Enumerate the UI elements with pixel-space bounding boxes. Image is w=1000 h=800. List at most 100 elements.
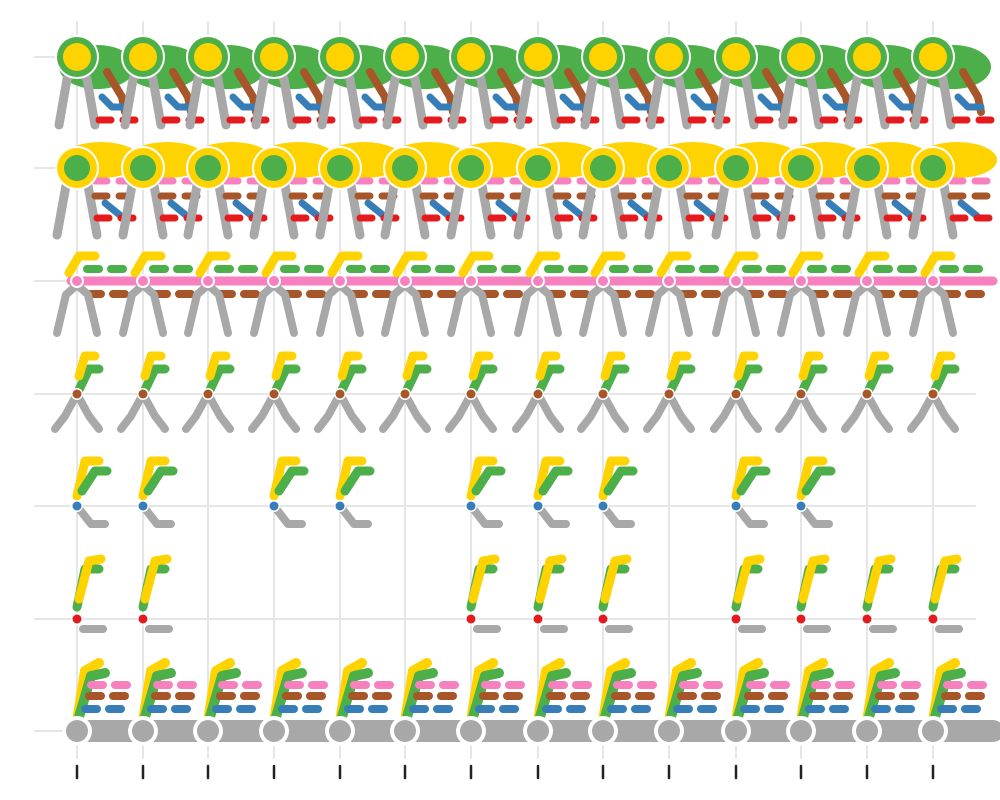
glyph-arm [269, 456, 301, 501]
glyph-leg [665, 281, 693, 337]
glyph-branch [627, 199, 651, 220]
glyph-arm [77, 466, 112, 496]
glyph-leg [270, 390, 300, 433]
glyph-leg [379, 390, 409, 433]
node-point [788, 155, 814, 181]
glyph-leg [599, 390, 629, 433]
glyph-arm [143, 466, 178, 496]
glyph-leg [645, 281, 673, 337]
node-point [722, 43, 750, 71]
glyph-branch [361, 93, 392, 111]
node-point [197, 720, 219, 742]
glyph-leg [336, 502, 372, 528]
node-point [72, 614, 82, 624]
glyph-arm [402, 351, 428, 381]
glyph-leg [119, 281, 147, 337]
glyph-leg [139, 390, 169, 433]
glyph-arm [656, 251, 692, 278]
node-point [928, 276, 938, 286]
glyph-leg [797, 390, 827, 433]
node-point [72, 389, 82, 399]
node-point [327, 155, 353, 181]
glyph-arm [271, 351, 297, 381]
glyph-leg [182, 390, 212, 433]
node-point [524, 43, 552, 71]
node-point [598, 614, 608, 624]
glyph-branch [98, 93, 129, 111]
node-point [66, 720, 88, 742]
node-point [400, 276, 410, 286]
glyph-branch [825, 199, 849, 220]
glyph-branch [298, 199, 322, 220]
node-point [269, 389, 279, 399]
node-point [598, 389, 608, 399]
glyph-arm [468, 554, 500, 604]
glyph-leg [534, 281, 562, 337]
glyph-arm [72, 364, 104, 399]
glyph-branch [760, 199, 784, 220]
node-point [132, 720, 154, 742]
node-point [592, 720, 614, 742]
glyph-leg [248, 390, 278, 433]
node-point [260, 43, 288, 71]
node-point [391, 43, 419, 71]
glyph-arm [471, 466, 506, 496]
node-point [335, 389, 345, 399]
glyph-leg [73, 281, 101, 337]
glyph-branch [822, 93, 853, 111]
glyph-arm [74, 554, 106, 604]
node-point [525, 155, 551, 181]
node-point [796, 389, 806, 399]
glyph-arm [864, 554, 896, 604]
node-point [138, 501, 148, 511]
glyph-leg [514, 281, 542, 337]
glyph-branch [101, 199, 125, 220]
node-point [130, 155, 156, 181]
glyph-arm [733, 351, 759, 381]
node-point [527, 720, 549, 742]
glyph-arm [736, 466, 771, 496]
node-point [458, 155, 484, 181]
glyph-leg [512, 390, 542, 433]
node-point [598, 501, 608, 511]
glyph-leg [139, 502, 175, 528]
glyph-leg [599, 281, 627, 337]
glyph-arm [335, 364, 367, 399]
glyph-arm [731, 456, 763, 501]
glyph-arm [930, 668, 966, 722]
glyph-arm [598, 364, 630, 399]
glyph-arm [74, 668, 110, 722]
glyph-arm [731, 364, 763, 399]
node-point [862, 276, 872, 286]
glyph-arm [74, 351, 100, 381]
glyph-branch [167, 199, 191, 220]
glyph-branch [757, 93, 788, 111]
glyph-arm [788, 251, 824, 278]
node-point [466, 389, 476, 399]
glyph-leg [467, 281, 495, 337]
glyph-branch [693, 199, 717, 220]
node-point [920, 155, 946, 181]
node-point [533, 276, 543, 286]
glyph-arm [466, 364, 498, 399]
glyph-leg [270, 502, 306, 528]
node-point [655, 43, 683, 71]
glyph-leg [929, 390, 959, 433]
node-point [731, 276, 741, 286]
node-point [72, 501, 82, 511]
node-point [725, 720, 747, 742]
glyph-branch [164, 93, 195, 111]
node-point [533, 389, 543, 399]
glyph-leg [797, 281, 825, 337]
glyph-arm [340, 466, 375, 496]
node-point [533, 614, 543, 624]
glyph-leg [534, 390, 564, 433]
glyph-branch [492, 93, 523, 111]
glyph-arm [796, 364, 828, 399]
node-point [63, 43, 91, 71]
glyph-arm [400, 364, 432, 399]
glyph-arm [140, 351, 166, 381]
node-point [796, 276, 806, 286]
glyph-branch [562, 199, 586, 220]
